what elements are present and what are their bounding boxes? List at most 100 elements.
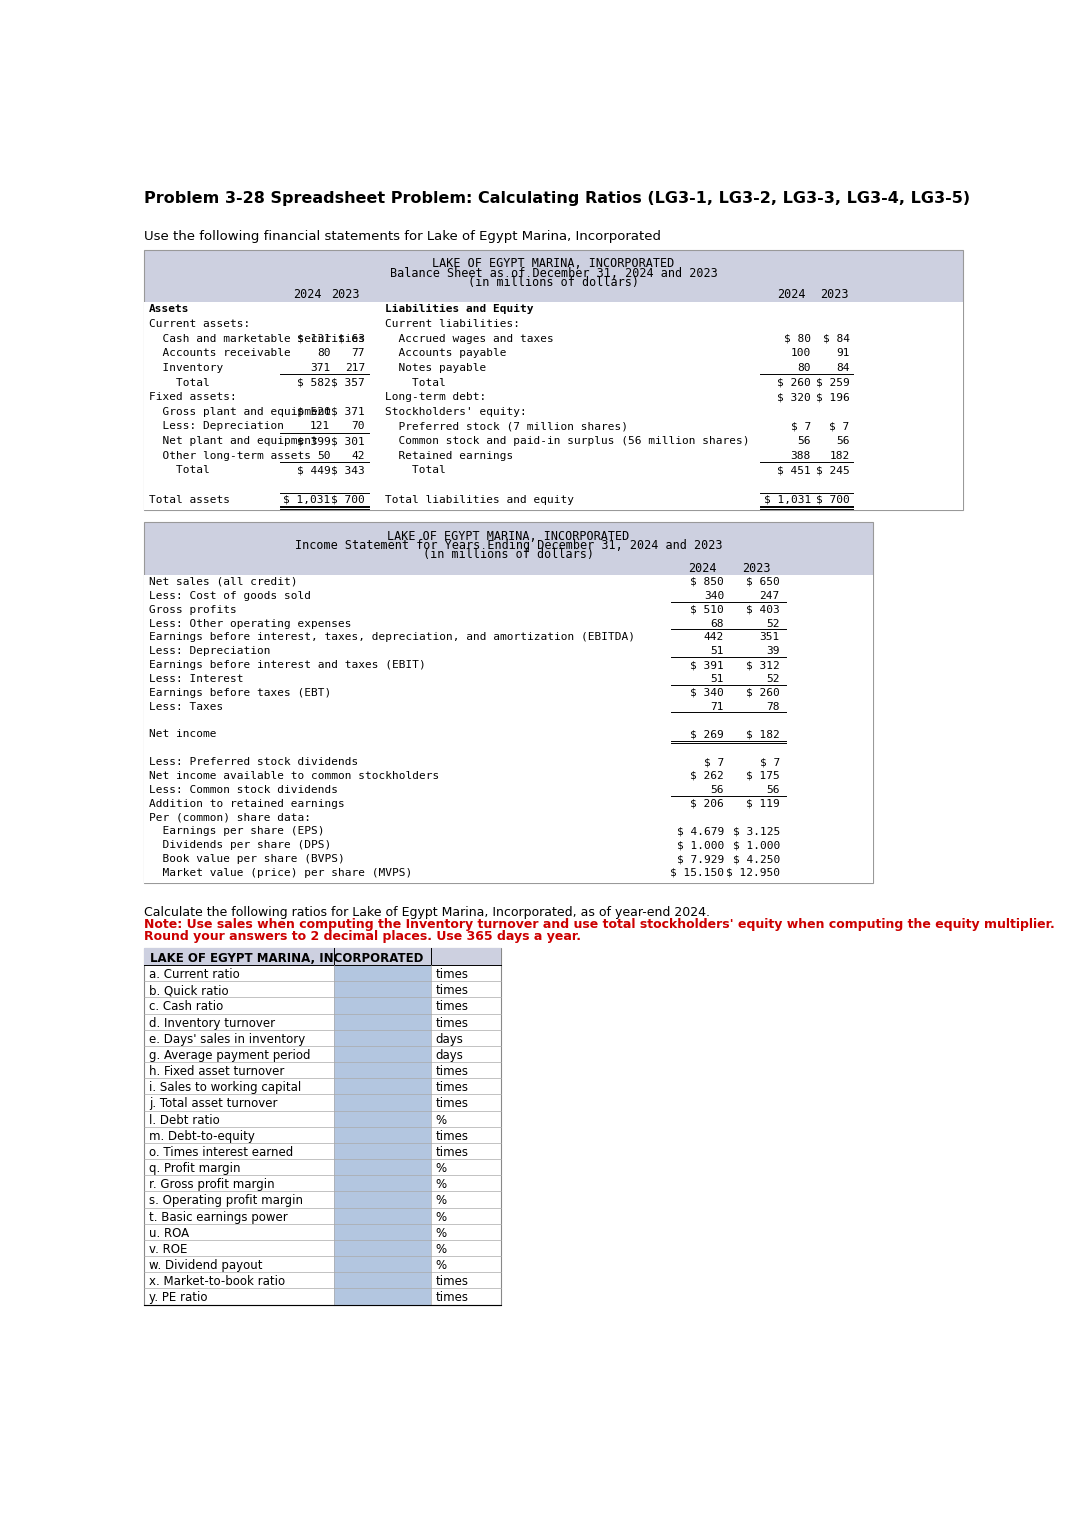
Text: $ 4.250: $ 4.250 xyxy=(732,854,780,864)
Text: $ 260: $ 260 xyxy=(746,688,780,697)
Text: times: times xyxy=(435,969,469,981)
Text: times: times xyxy=(435,984,469,998)
Text: %: % xyxy=(435,1260,447,1272)
Bar xyxy=(334,1126,431,1143)
Text: Total: Total xyxy=(149,465,210,476)
Text: $ 269: $ 269 xyxy=(690,729,724,740)
Text: 100: 100 xyxy=(791,349,811,358)
Bar xyxy=(334,1143,431,1160)
Text: 52: 52 xyxy=(767,675,780,684)
Text: $ 4.679: $ 4.679 xyxy=(677,826,724,837)
Text: i. Sales to working capital: i. Sales to working capital xyxy=(149,1081,301,1095)
Text: %: % xyxy=(435,1195,447,1207)
Text: Dividends per share (DPS): Dividends per share (DPS) xyxy=(149,840,332,850)
Bar xyxy=(334,1208,431,1223)
Text: Accrued wages and taxes: Accrued wages and taxes xyxy=(384,334,553,344)
Text: $ 320: $ 320 xyxy=(777,393,811,402)
Bar xyxy=(145,575,873,882)
Text: $ 700: $ 700 xyxy=(332,494,365,505)
Text: 340: 340 xyxy=(704,591,724,600)
Text: Income Statement for Years Ending December 31, 2024 and 2023: Income Statement for Years Ending Decemb… xyxy=(295,540,723,552)
Text: Retained earnings: Retained earnings xyxy=(384,450,513,461)
Text: Total: Total xyxy=(149,377,210,388)
Text: Other long-term assets: Other long-term assets xyxy=(149,450,311,461)
Bar xyxy=(334,1160,431,1175)
Text: Use the following financial statements for Lake of Egypt Marina, Incorporated: Use the following financial statements f… xyxy=(145,229,661,243)
Text: Gross plant and equipment: Gross plant and equipment xyxy=(149,406,332,417)
Text: Less: Other operating expenses: Less: Other operating expenses xyxy=(149,619,351,629)
Bar xyxy=(334,1078,431,1095)
Text: 51: 51 xyxy=(711,675,724,684)
Text: Long-term debt:: Long-term debt: xyxy=(384,393,486,402)
Text: Total: Total xyxy=(384,377,445,388)
Text: 52: 52 xyxy=(767,619,780,629)
Text: Common stock and paid-in surplus (56 million shares): Common stock and paid-in surplus (56 mil… xyxy=(384,437,750,446)
Text: Total: Total xyxy=(384,465,445,476)
Text: $ 119: $ 119 xyxy=(746,799,780,808)
Text: e. Days' sales in inventory: e. Days' sales in inventory xyxy=(149,1032,306,1046)
Text: Less: Depreciation: Less: Depreciation xyxy=(149,646,270,656)
Text: Total assets: Total assets xyxy=(149,494,230,505)
Text: 182: 182 xyxy=(829,450,850,461)
Bar xyxy=(145,250,962,509)
Text: 56: 56 xyxy=(767,785,780,794)
Text: LAKE OF EGYPT MARINA, INCORPORATED: LAKE OF EGYPT MARINA, INCORPORATED xyxy=(150,952,423,964)
Bar xyxy=(334,1272,431,1289)
Text: $ 1,031: $ 1,031 xyxy=(283,494,330,505)
Text: q. Profit margin: q. Profit margin xyxy=(149,1163,241,1175)
Text: g. Average payment period: g. Average payment period xyxy=(149,1049,310,1061)
Text: Stockholders' equity:: Stockholders' equity: xyxy=(384,406,526,417)
Text: times: times xyxy=(435,1017,469,1029)
Text: days: days xyxy=(435,1049,463,1061)
Text: v. ROE: v. ROE xyxy=(149,1243,187,1255)
Text: $ 391: $ 391 xyxy=(690,659,724,670)
Bar xyxy=(334,981,431,998)
Text: $ 1,031: $ 1,031 xyxy=(764,494,811,505)
Text: 68: 68 xyxy=(711,619,724,629)
Text: %: % xyxy=(435,1163,447,1175)
Text: (in millions of dollars): (in millions of dollars) xyxy=(423,549,594,561)
Text: $ 262: $ 262 xyxy=(690,772,724,781)
Bar xyxy=(145,522,873,882)
Text: $ 131: $ 131 xyxy=(297,334,330,344)
Text: Round your answers to 2 decimal places. Use 365 days a year.: Round your answers to 2 decimal places. … xyxy=(145,931,581,943)
Bar xyxy=(334,998,431,1014)
Text: Total liabilities and equity: Total liabilities and equity xyxy=(384,494,573,505)
Text: (in millions of dollars): (in millions of dollars) xyxy=(468,276,639,290)
Text: 247: 247 xyxy=(759,591,780,600)
Text: Earnings per share (EPS): Earnings per share (EPS) xyxy=(149,826,324,837)
Text: Accounts receivable: Accounts receivable xyxy=(149,349,291,358)
Text: $ 15.150: $ 15.150 xyxy=(670,869,724,878)
Text: x. Market-to-book ratio: x. Market-to-book ratio xyxy=(149,1275,285,1289)
Text: $ 403: $ 403 xyxy=(746,605,780,614)
Text: Net sales (all credit): Net sales (all credit) xyxy=(149,578,297,587)
Bar xyxy=(334,1063,431,1078)
Text: $ 182: $ 182 xyxy=(746,729,780,740)
Text: Less: Interest: Less: Interest xyxy=(149,675,243,684)
Text: 121: 121 xyxy=(310,421,330,432)
Text: %: % xyxy=(435,1226,447,1240)
Text: l. Debt ratio: l. Debt ratio xyxy=(149,1114,219,1126)
Text: times: times xyxy=(435,1066,469,1078)
Text: $ 260: $ 260 xyxy=(777,377,811,388)
Text: Net income available to common stockholders: Net income available to common stockhold… xyxy=(149,772,440,781)
Text: $ 7: $ 7 xyxy=(704,756,724,767)
Text: times: times xyxy=(435,1081,469,1095)
Text: j. Total asset turnover: j. Total asset turnover xyxy=(149,1098,278,1110)
Text: Earnings before interest, taxes, depreciation, and amortization (EBITDA): Earnings before interest, taxes, depreci… xyxy=(149,632,635,643)
Text: $ 7.929: $ 7.929 xyxy=(677,854,724,864)
Text: Fixed assets:: Fixed assets: xyxy=(149,393,237,402)
Text: 2023: 2023 xyxy=(742,562,771,575)
Text: %: % xyxy=(435,1211,447,1223)
Text: $ 80: $ 80 xyxy=(784,334,811,344)
Bar xyxy=(334,1175,431,1192)
Text: 2023: 2023 xyxy=(820,288,848,302)
Text: Less: Cost of goods sold: Less: Cost of goods sold xyxy=(149,591,311,600)
Text: a. Current ratio: a. Current ratio xyxy=(149,969,240,981)
Text: y. PE ratio: y. PE ratio xyxy=(149,1292,207,1304)
Text: 2024: 2024 xyxy=(293,288,322,302)
Text: 71: 71 xyxy=(711,702,724,711)
Text: Gross profits: Gross profits xyxy=(149,605,237,614)
Text: 56: 56 xyxy=(836,437,850,446)
Text: 2023: 2023 xyxy=(332,288,360,302)
